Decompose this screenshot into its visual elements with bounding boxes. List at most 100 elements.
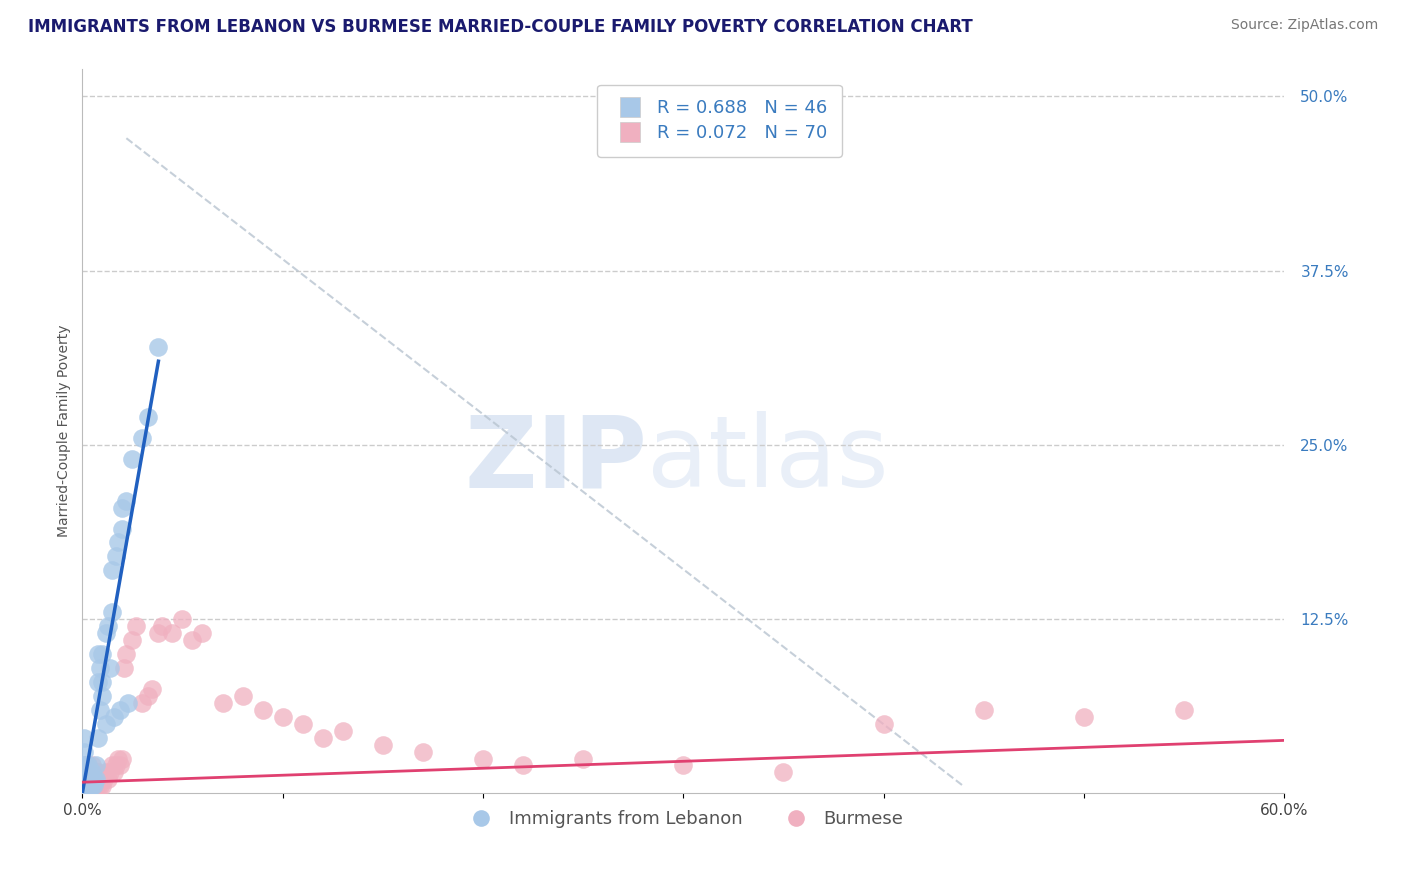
Point	[110, 758, 132, 772]
Point	[332, 723, 354, 738]
Point	[77, 758, 100, 772]
Point	[107, 535, 129, 549]
Point	[73, 780, 96, 794]
Point	[191, 626, 214, 640]
Point	[91, 689, 114, 703]
Point	[973, 703, 995, 717]
Point	[98, 765, 121, 780]
Point	[87, 765, 110, 780]
Point	[103, 765, 125, 780]
Point	[91, 772, 114, 787]
Point	[73, 772, 96, 787]
Point	[121, 451, 143, 466]
Point	[89, 661, 111, 675]
Point	[87, 674, 110, 689]
Text: atlas: atlas	[647, 411, 889, 508]
Point	[82, 772, 104, 787]
Point	[79, 780, 101, 794]
Point	[148, 340, 170, 354]
Point	[672, 758, 695, 772]
Point	[152, 619, 174, 633]
Point	[77, 782, 100, 797]
Point	[83, 772, 105, 787]
Point	[79, 772, 101, 787]
Point	[131, 431, 153, 445]
Point	[75, 782, 97, 797]
Point	[75, 772, 97, 787]
Point	[172, 612, 194, 626]
Point	[312, 731, 335, 745]
Point	[125, 619, 148, 633]
Point	[111, 751, 134, 765]
Point	[291, 716, 314, 731]
Point	[107, 751, 129, 765]
Point	[91, 780, 114, 794]
Point	[89, 703, 111, 717]
Point	[87, 647, 110, 661]
Point	[111, 521, 134, 535]
Point	[138, 409, 160, 424]
Point	[97, 772, 120, 787]
Point	[73, 772, 96, 787]
Point	[472, 751, 495, 765]
Point	[772, 765, 794, 780]
Point	[115, 493, 138, 508]
Point	[97, 619, 120, 633]
Point	[83, 782, 105, 797]
Point	[83, 778, 105, 792]
Point	[105, 549, 128, 564]
Point	[96, 626, 118, 640]
Point	[115, 647, 138, 661]
Text: Source: ZipAtlas.com: Source: ZipAtlas.com	[1230, 18, 1378, 32]
Point	[117, 696, 139, 710]
Point	[91, 674, 114, 689]
Point	[271, 709, 294, 723]
Point	[101, 758, 124, 772]
Point	[73, 782, 96, 797]
Point	[82, 780, 104, 794]
Legend: Immigrants from Lebanon, Burmese: Immigrants from Lebanon, Burmese	[456, 803, 911, 835]
Point	[138, 689, 160, 703]
Point	[73, 731, 96, 745]
Point	[103, 709, 125, 723]
Point	[98, 661, 121, 675]
Point	[82, 765, 104, 780]
Point	[83, 765, 105, 780]
Point	[82, 758, 104, 772]
Point	[86, 758, 108, 772]
Point	[93, 772, 115, 787]
Point	[86, 772, 108, 787]
Point	[82, 780, 104, 794]
Y-axis label: Married-Couple Family Poverty: Married-Couple Family Poverty	[58, 325, 72, 537]
Point	[73, 758, 96, 772]
Point	[111, 500, 134, 515]
Point	[87, 731, 110, 745]
Point	[79, 780, 101, 794]
Point	[232, 689, 254, 703]
Text: ZIP: ZIP	[464, 411, 647, 508]
Point	[75, 780, 97, 794]
Point	[73, 758, 96, 772]
Point	[96, 765, 118, 780]
Point	[77, 772, 100, 787]
Point	[211, 696, 233, 710]
Point	[162, 626, 184, 640]
Point	[75, 772, 97, 787]
Point	[82, 772, 104, 787]
Point	[252, 703, 274, 717]
Point	[148, 626, 170, 640]
Point	[87, 780, 110, 794]
Point	[79, 775, 101, 789]
Point	[371, 738, 394, 752]
Point	[101, 605, 124, 619]
Point	[83, 780, 105, 794]
Point	[121, 633, 143, 648]
Point	[412, 745, 434, 759]
Point	[96, 716, 118, 731]
Point	[79, 782, 101, 797]
Point	[77, 758, 100, 772]
Point	[105, 758, 128, 772]
Point	[1073, 709, 1095, 723]
Point	[75, 758, 97, 772]
Point	[131, 696, 153, 710]
